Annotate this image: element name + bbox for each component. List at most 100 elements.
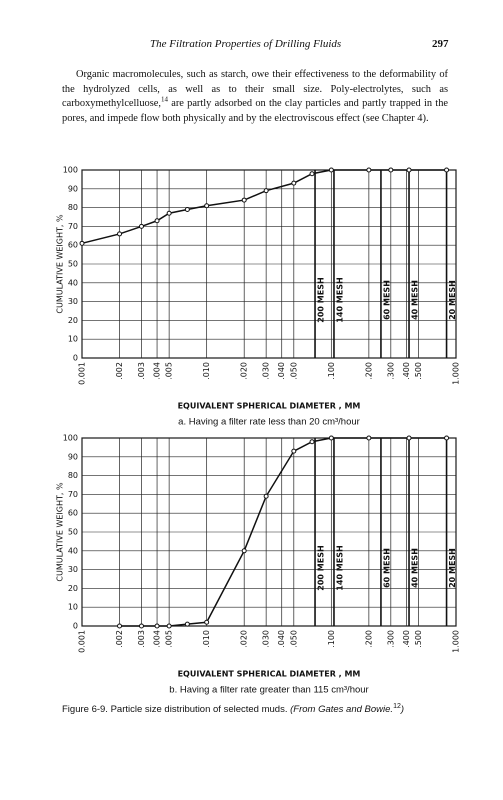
y-tick-label: 0	[73, 354, 78, 363]
mesh-label: 140 MESH	[335, 545, 344, 590]
data-point	[117, 623, 123, 629]
running-title: The Filtration Properties of Drilling Fl…	[150, 38, 342, 50]
x-tick-label: .005	[165, 362, 174, 380]
data-point	[366, 435, 372, 441]
data-point	[406, 435, 412, 441]
text: Figure 6-9. Particle size distribution o…	[62, 704, 291, 715]
x-tick-label: .300	[386, 362, 395, 380]
text: )	[400, 704, 405, 715]
x-tick-label: .100	[327, 630, 336, 648]
y-tick-label: 100	[63, 166, 78, 175]
chart-caption: b. Having a filter rate greater than 115…	[169, 685, 368, 696]
y-tick-label: 20	[68, 584, 78, 593]
data-point	[79, 240, 85, 246]
y-tick-label: 20	[68, 316, 78, 325]
y-axis-label: CUMULATIVE WEIGHT, %	[56, 482, 65, 582]
y-tick-label: 10	[68, 603, 78, 612]
x-tick-label: .400	[402, 362, 411, 380]
x-tick-label: .050	[289, 630, 298, 648]
y-tick-label: 70	[68, 222, 78, 231]
data-point	[406, 167, 412, 173]
x-tick-label: .003	[137, 630, 146, 648]
x-tick-label: .002	[115, 630, 124, 648]
data-point	[117, 231, 123, 237]
footnote-ref: 14	[160, 95, 168, 104]
data-point	[291, 180, 297, 186]
data-point	[138, 623, 144, 629]
mesh-label: 60 MESH	[382, 280, 391, 320]
text: (From Gates and Bowie.	[290, 704, 394, 715]
y-axis-label: CUMULATIVE WEIGHT, %	[56, 214, 65, 314]
data-point	[241, 548, 247, 554]
x-tick-label: 0.001	[78, 630, 87, 653]
y-tick-label: 90	[68, 184, 78, 193]
data-point	[204, 203, 210, 209]
x-tick-label: .005	[165, 630, 174, 648]
data-point	[154, 623, 160, 629]
y-tick-label: 100	[63, 434, 78, 443]
x-tick-label: .050	[289, 362, 298, 380]
x-tick-label: .010	[202, 630, 211, 648]
x-tick-label: .020	[240, 630, 249, 648]
mesh-label: 140 MESH	[335, 277, 344, 322]
paragraph: Organic macromolecules, such as starch, …	[62, 68, 448, 126]
data-point	[263, 493, 269, 499]
footnote-ref: 12	[393, 702, 401, 710]
data-line	[81, 169, 447, 245]
x-tick-label: .030	[262, 362, 271, 380]
data-point	[388, 167, 394, 173]
x-axis-label: EQUIVALENT SPHERICAL DIAMETER , MM	[178, 402, 361, 411]
chart: 0 10 20 30 40 50 60 70 80 90 100 0.001 .002 .003 .004.…	[56, 166, 461, 428]
x-tick-label: 0.001	[78, 362, 87, 385]
chart-caption: a. Having a filter rate less than 20 cm³…	[178, 417, 360, 428]
y-tick-label: 10	[68, 335, 78, 344]
data-point	[138, 223, 144, 229]
y-tick-label: 90	[68, 452, 78, 461]
data-point	[291, 448, 297, 454]
figure-caption: Figure 6-9. Particle size distribution o…	[62, 703, 452, 716]
y-tick-label: 80	[68, 471, 78, 480]
y-tick-label: 80	[68, 203, 78, 212]
x-tick-label: .002	[115, 362, 124, 380]
y-tick-label: 70	[68, 490, 78, 499]
y-tick-label: 30	[68, 297, 78, 306]
y-tick-label: 40	[68, 278, 78, 287]
data-point	[241, 197, 247, 203]
y-tick-label: 50	[68, 260, 78, 269]
data-point	[154, 218, 160, 224]
text: are partly adsorbed on the clay particle…	[62, 98, 448, 124]
x-tick-label: .500	[414, 362, 423, 380]
y-tick-label: 60	[68, 509, 78, 518]
y-tick-label: 0	[73, 622, 78, 631]
y-tick-label: 30	[68, 565, 78, 574]
data-point	[166, 210, 172, 216]
mesh-label: 20 MESH	[448, 548, 457, 588]
data-point	[309, 439, 315, 445]
mesh-label: 40 MESH	[411, 280, 420, 320]
data-point	[263, 188, 269, 194]
data-point	[444, 167, 450, 173]
data-point	[366, 167, 372, 173]
data-point	[184, 621, 190, 627]
x-tick-label: .040	[277, 630, 286, 648]
x-tick-label: .003	[137, 362, 146, 380]
x-tick-label: .100	[327, 362, 336, 380]
y-tick-label: 60	[68, 241, 78, 250]
x-tick-label: .010	[202, 362, 211, 380]
y-tick-label: 40	[68, 546, 78, 555]
page-number: 297	[432, 38, 449, 50]
x-tick-label: 1.000	[452, 362, 461, 385]
data-point	[204, 619, 210, 625]
data-point	[328, 435, 334, 441]
chart: 0 10 20 30 40 50 60 70 80 90 100 0.001 .002 .003 .004.…	[56, 434, 461, 696]
x-axis-label: EQUIVALENT SPHERICAL DIAMETER , MM	[178, 670, 361, 679]
x-tick-label: .004	[153, 362, 162, 380]
x-tick-label: .020	[240, 362, 249, 380]
x-tick-label: .200	[364, 630, 373, 648]
mesh-label: 200 MESH	[317, 545, 326, 590]
x-tick-label: .400	[402, 630, 411, 648]
data-point	[184, 206, 190, 212]
data-point	[328, 167, 334, 173]
mesh-label: 200 MESH	[317, 277, 326, 322]
